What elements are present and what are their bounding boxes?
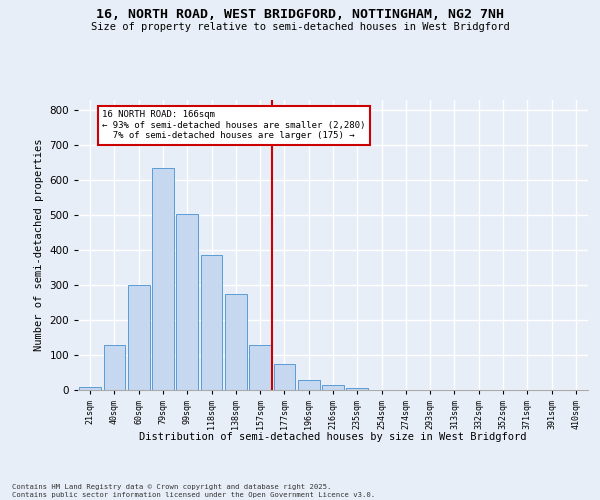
Text: Contains HM Land Registry data © Crown copyright and database right 2025.
Contai: Contains HM Land Registry data © Crown c… <box>12 484 375 498</box>
Text: 16 NORTH ROAD: 166sqm
← 93% of semi-detached houses are smaller (2,280)
  7% of : 16 NORTH ROAD: 166sqm ← 93% of semi-deta… <box>102 110 365 140</box>
Text: Distribution of semi-detached houses by size in West Bridgford: Distribution of semi-detached houses by … <box>139 432 527 442</box>
Bar <box>176 214 198 390</box>
Bar <box>322 386 344 390</box>
Bar <box>79 386 101 390</box>
Bar <box>128 285 149 390</box>
Text: Size of property relative to semi-detached houses in West Bridgford: Size of property relative to semi-detach… <box>91 22 509 32</box>
Bar <box>225 294 247 390</box>
Bar <box>274 364 295 390</box>
Bar <box>152 168 174 390</box>
Y-axis label: Number of semi-detached properties: Number of semi-detached properties <box>34 138 44 352</box>
Bar <box>249 344 271 390</box>
Bar <box>346 388 368 390</box>
Bar <box>200 256 223 390</box>
Bar <box>104 344 125 390</box>
Text: 16, NORTH ROAD, WEST BRIDGFORD, NOTTINGHAM, NG2 7NH: 16, NORTH ROAD, WEST BRIDGFORD, NOTTINGH… <box>96 8 504 20</box>
Bar <box>298 380 320 390</box>
